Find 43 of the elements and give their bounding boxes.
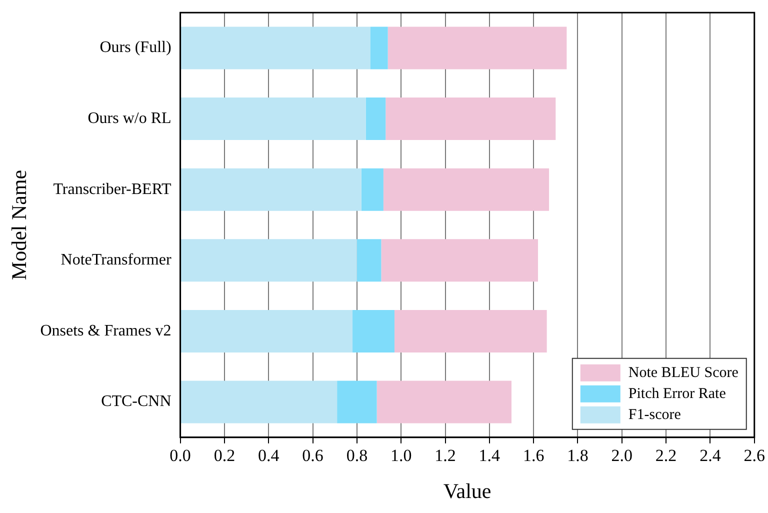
- bar: [180, 310, 353, 352]
- bar: [180, 26, 370, 70]
- x-tick-label: 1.8: [567, 446, 588, 466]
- y-tick-label: Ours w/o RL: [88, 110, 172, 128]
- x-tick-label: 0.4: [258, 446, 280, 466]
- bar: [381, 239, 538, 282]
- bar: [356, 239, 382, 282]
- bar: [388, 26, 567, 70]
- bar: [361, 168, 384, 211]
- bar: [180, 98, 366, 140]
- x-tick-label: 2.0: [611, 446, 633, 466]
- y-tick-label: CTC-CNN: [101, 393, 172, 410]
- legend-label: F1-score: [628, 406, 682, 423]
- x-tick-label: 1.0: [390, 446, 412, 466]
- x-axis-title: Value: [443, 478, 492, 503]
- bar: [180, 239, 357, 282]
- x-tick-label: 0.6: [302, 446, 324, 466]
- y-axis-title: Model Name: [7, 170, 32, 280]
- y-tick-label: Ours (Full): [100, 39, 172, 56]
- x-tick-label: 2.4: [700, 446, 722, 466]
- x-tick-label: 2.6: [744, 446, 765, 466]
- x-tick-label: 0.0: [170, 446, 191, 466]
- x-tick-label: 2.2: [655, 446, 677, 466]
- x-tick-label: 1.2: [434, 446, 456, 466]
- legend-label: Note BLEU Score: [628, 364, 739, 381]
- y-tick-label: NoteTransformer: [60, 252, 172, 269]
- bar: [180, 168, 362, 211]
- bar: [386, 98, 556, 140]
- bar: [370, 26, 388, 70]
- bar: [394, 310, 547, 352]
- bar: [366, 98, 386, 140]
- bar: [376, 380, 512, 424]
- legend-label: Pitch Error Rate: [628, 386, 726, 402]
- x-tick-label: 0.8: [346, 446, 368, 466]
- y-tick-label: Transcriber-BERT: [53, 180, 172, 198]
- x-tick-label: 1.4: [478, 446, 501, 466]
- bar: [383, 168, 550, 211]
- bar: [180, 380, 338, 424]
- bar: [352, 310, 394, 352]
- x-tick-label: 0.2: [214, 446, 236, 466]
- y-tick-label: Onsets & Frames v2: [40, 322, 172, 340]
- bar: [337, 380, 377, 424]
- x-tick-label: 1.6: [522, 446, 544, 466]
